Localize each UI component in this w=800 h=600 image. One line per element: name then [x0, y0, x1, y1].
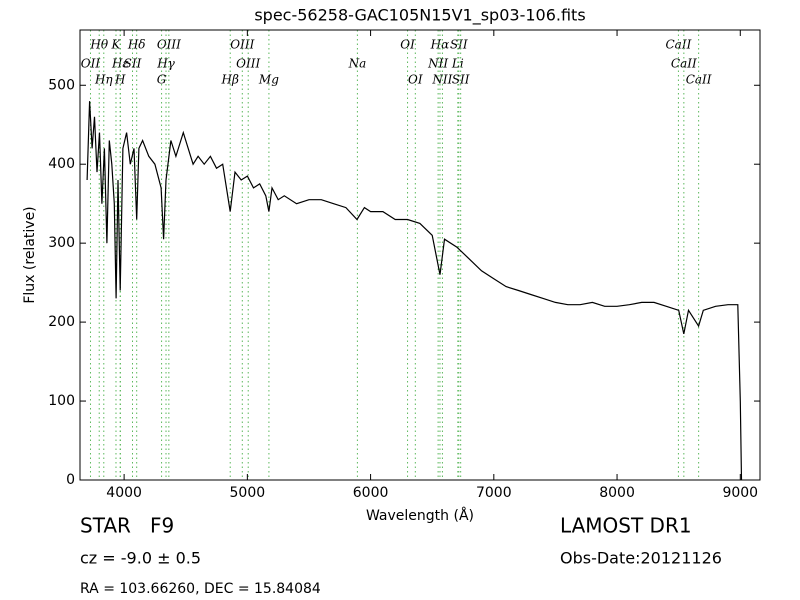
spectral-line-label: Hα: [430, 38, 450, 52]
spectral-line-label: Hγ: [156, 57, 175, 71]
spectral-line-label: Li: [451, 57, 464, 71]
obs-date: Obs-Date:20121126: [560, 549, 722, 568]
chart-title: spec-56258-GAC105N15V1_sp03-106.fits: [254, 6, 585, 26]
spectral-line-label: CaII: [686, 73, 712, 87]
spectral-line-label: NII: [431, 73, 452, 87]
spectral-line-label: Hδ: [127, 38, 146, 52]
x-tick-label: 9000: [722, 485, 758, 501]
y-tick-label: 0: [66, 472, 75, 488]
spectral-line-label: Mg: [258, 73, 279, 87]
spectrum-line: [86, 101, 743, 481]
spectral-line-label: OIII: [236, 57, 260, 71]
y-tick-label: 400: [48, 156, 75, 172]
survey: LAMOST DR1: [560, 514, 692, 538]
spectral-line-label: OI: [400, 38, 415, 52]
spectral-line-label: Hβ: [221, 73, 239, 87]
spectral-line-label: SII: [124, 57, 142, 71]
spectral-line-label: Na: [348, 57, 367, 71]
spectral-line-label: SII: [452, 73, 470, 87]
x-tick-label: 5000: [230, 485, 266, 501]
x-tick-label: 6000: [353, 485, 389, 501]
x-tick-label: 7000: [476, 485, 512, 501]
y-tick-label: 300: [48, 235, 75, 251]
y-axis-label: Flux (relative): [22, 206, 38, 303]
y-tick-label: 500: [48, 77, 75, 93]
plot-frame: [79, 29, 761, 481]
spectral-line-label: CaII: [671, 57, 697, 71]
object-class: STAR F9: [80, 514, 174, 538]
spectral-line-label: CaII: [666, 38, 692, 52]
spectral-line-label: OI: [408, 73, 423, 87]
spectral-line-label: G: [157, 73, 167, 87]
x-axis-label: Wavelength (Å): [366, 507, 474, 524]
spectral-line-label: K: [110, 38, 121, 52]
spectral-line-label: SII: [450, 38, 468, 52]
spectral-line-label: Hε: [111, 57, 129, 71]
y-tick-label: 100: [48, 393, 75, 409]
coordinates: RA = 103.66260, DEC = 15.84084: [80, 581, 321, 597]
spectral-line-label: H: [114, 73, 126, 87]
spectral-line-label: NII: [427, 57, 448, 71]
spectral-line-label: Hθ: [89, 38, 108, 52]
redshift: cz = -9.0 ± 0.5: [80, 549, 201, 568]
spectral-line-label: OIII: [230, 38, 254, 52]
spectral-line-label: OIII: [157, 38, 181, 52]
x-tick-label: 8000: [599, 485, 635, 501]
spectral-line-label: OII: [81, 57, 101, 71]
y-tick-label: 200: [48, 314, 75, 330]
spectral-line-label: Hη: [94, 73, 113, 87]
x-tick-label: 4000: [106, 485, 142, 501]
